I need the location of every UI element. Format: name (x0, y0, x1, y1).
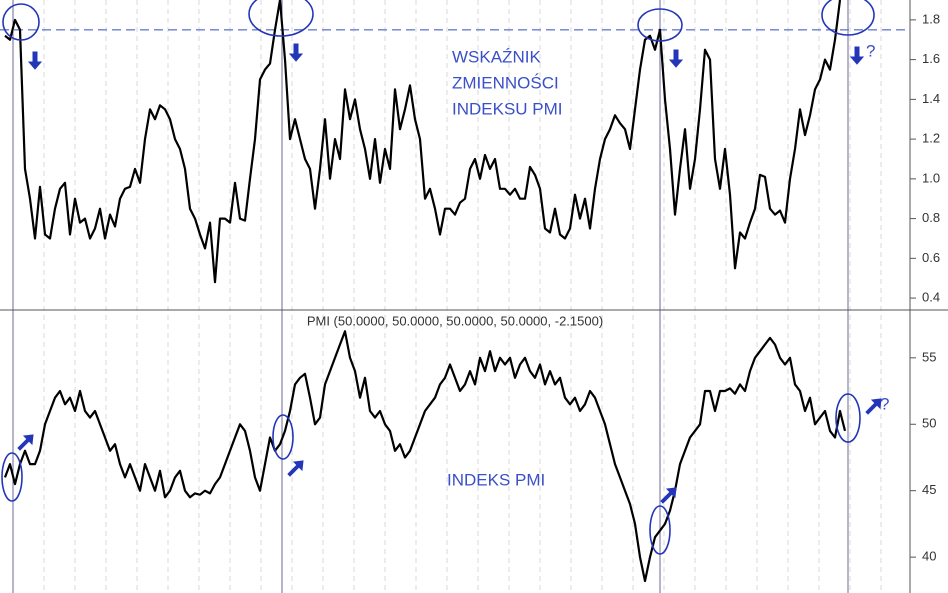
y-tick-label: 40 (922, 549, 936, 564)
y-tick-label: 0.6 (922, 250, 940, 265)
down-arrow (288, 43, 304, 62)
annotation: INDEKS PMI (447, 470, 545, 489)
annotation: ? (866, 41, 875, 60)
down-arrow (27, 51, 43, 70)
y-tick-label: 1.2 (922, 131, 940, 146)
y-tick-label: 0.4 (922, 290, 940, 305)
plot (0, 0, 910, 583)
highlight-circle (272, 414, 294, 460)
up-arrow (287, 460, 304, 477)
up-arrow (865, 398, 882, 415)
annotation: INDEKSU PMI (452, 99, 563, 118)
highlight-circle (835, 393, 861, 443)
annotation: WSKAŹNIK (452, 47, 541, 66)
annotation: ? (880, 394, 889, 413)
y-tick-label: 0.8 (922, 210, 940, 225)
data-line (3, 330, 847, 583)
y-tick-label: 55 (922, 349, 936, 364)
down-arrow (668, 49, 684, 68)
up-arrow (17, 434, 34, 451)
y-tick-label: 45 (922, 482, 936, 497)
up-arrow (660, 487, 677, 504)
y-tick-label: 1.6 (922, 51, 940, 66)
down-arrow (849, 46, 865, 65)
y-tick-label: 50 (922, 416, 936, 431)
data-line (4, 0, 842, 284)
highlight-circle (649, 505, 671, 555)
arrows (17, 43, 882, 504)
highlight-circle (637, 8, 683, 42)
highlight-circle (821, 0, 875, 36)
annotation: ZMIENNOŚCI (452, 73, 559, 92)
y-tick-label: 1.0 (922, 170, 940, 185)
highlight-circle (2, 3, 40, 41)
highlight-circle (248, 0, 314, 37)
y-tick-label: 1.8 (922, 11, 940, 26)
panel-title: PMI (50.0000, 50.0000, 50.0000, 50.0000,… (307, 313, 603, 328)
highlight-circle (1, 452, 23, 502)
y-tick-label: 1.4 (922, 91, 940, 106)
